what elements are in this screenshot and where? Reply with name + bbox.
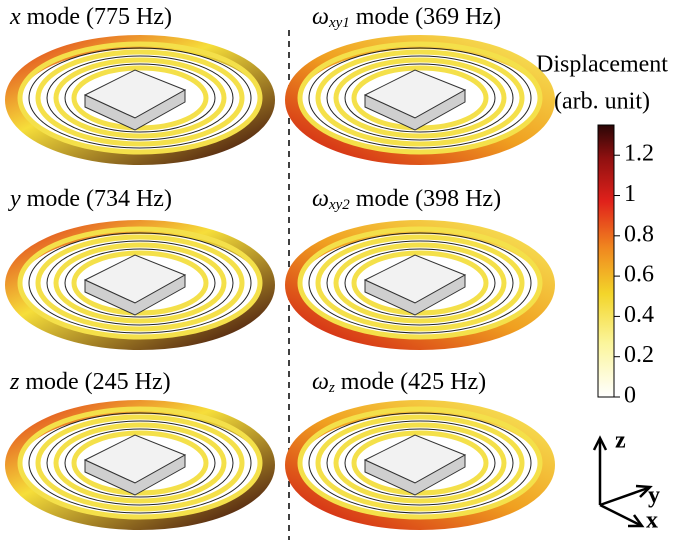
mode-text: mode (398 Hz): [356, 186, 501, 212]
mode-symbol: ω: [312, 369, 329, 395]
mode-symbol: ω: [312, 186, 329, 212]
panel-title: ωz mode (425 Hz): [312, 369, 486, 397]
mode-symbol: x: [9, 4, 21, 30]
mode-panel: ωxy1 mode (369 Hz): [292, 4, 548, 159]
colorbar-tick-label: 0: [624, 383, 636, 409]
axis-label: z: [615, 428, 626, 454]
mode-symbol: y: [8, 186, 21, 212]
colorbar-tick-label: 0.6: [624, 262, 654, 288]
colorbar-label: (arb. unit): [554, 89, 650, 115]
colorbar-tick-label: 1: [624, 181, 636, 207]
mode-panel: ωz mode (425 Hz): [292, 369, 548, 524]
axis-label: y: [648, 483, 660, 509]
colorbar-tick-label: 0.8: [624, 221, 654, 247]
colorbar-label: Displacement: [536, 52, 668, 78]
mode-text: mode (734 Hz): [27, 186, 172, 212]
mode-text: mode (245 Hz): [25, 369, 170, 395]
mode-panel: ωxy2 mode (398 Hz): [292, 186, 548, 344]
mode-symbol: z: [9, 369, 20, 395]
colorbar: Displacement (arb. unit) 0 0.2 0.4 0.6 0.8 1 1…: [536, 52, 668, 409]
colorbar-tick-label: 1.2: [624, 141, 654, 167]
mode-symbol: ω: [312, 4, 329, 30]
mode-text: mode (369 Hz): [356, 4, 501, 30]
mode-subscript: xy1: [328, 15, 350, 31]
mode-text: mode (425 Hz): [341, 369, 486, 395]
colorbar-gradient: [598, 125, 614, 397]
figure: Displacement (arb. unit) 0 0.2 0.4 0.6 0.8 1 1…: [0, 0, 684, 554]
mode-subscript: z: [328, 380, 335, 396]
panel-title: ωxy2 mode (398 Hz): [312, 186, 501, 214]
axis-label: x: [646, 508, 658, 534]
colorbar-tick-label: 0.4: [624, 302, 654, 328]
mode-text: mode (775 Hz): [27, 4, 172, 30]
panel-title: ωxy1 mode (369 Hz): [312, 4, 501, 32]
colorbar-tick-label: 0.2: [624, 342, 654, 368]
mode-subscript: xy2: [328, 197, 350, 213]
